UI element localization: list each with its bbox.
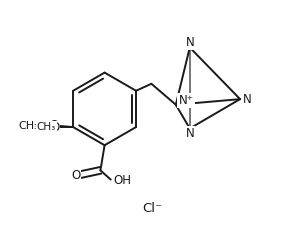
Text: O: O [51, 121, 60, 134]
Text: OH: OH [114, 174, 132, 188]
Text: CH₃: CH₃ [18, 121, 39, 131]
Text: Cl⁻: Cl⁻ [142, 202, 162, 215]
Text: methoxy: methoxy [33, 123, 39, 124]
Text: CH₃: CH₃ [37, 122, 56, 132]
Text: N⁺: N⁺ [179, 94, 193, 107]
Text: N: N [185, 36, 194, 49]
Text: O: O [50, 119, 59, 132]
Text: N: N [243, 93, 251, 106]
Text: N: N [185, 127, 194, 140]
Text: O: O [71, 169, 81, 183]
